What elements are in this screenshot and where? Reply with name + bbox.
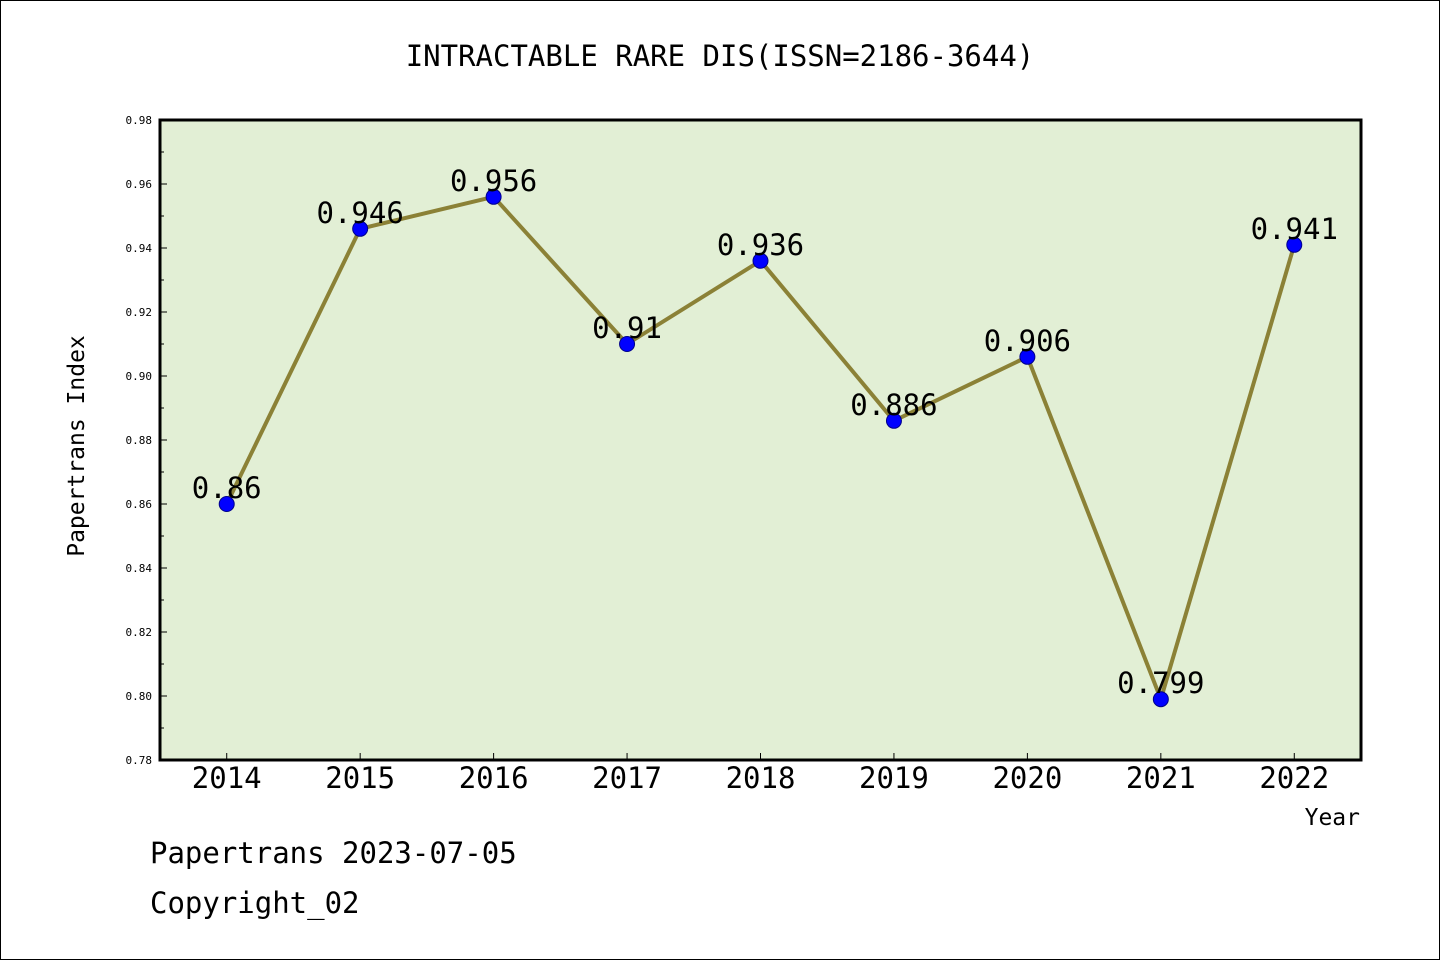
y-tick-label: 0.80 xyxy=(126,690,153,703)
data-point xyxy=(1019,348,1036,365)
y-tick-label: 0.96 xyxy=(126,178,153,191)
x-tick-label: 2017 xyxy=(592,761,662,795)
x-tick-label: 2022 xyxy=(1259,761,1329,795)
y-tick-label: 0.78 xyxy=(126,754,153,767)
data-point xyxy=(619,336,636,352)
series-group: 0.86 0.946 0.956 0.91 0.936 0.886 0.906 0.799 0.… xyxy=(192,164,1338,708)
data-label: 0.86 xyxy=(192,471,262,505)
y-tick-label: 0.92 xyxy=(126,306,153,319)
data-point xyxy=(752,252,769,269)
data-label: 0.936 xyxy=(717,228,804,262)
y-tick-label: 0.98 xyxy=(126,114,153,127)
y-tick-label: 0.82 xyxy=(126,626,153,639)
y-tick-label: 0.88 xyxy=(126,434,153,447)
x-tick-label: 2014 xyxy=(192,761,262,795)
plot-border xyxy=(158,118,1363,762)
y-tick-label: 0.86 xyxy=(126,498,153,511)
x-tick-label: 2016 xyxy=(459,761,529,795)
x-tick-label: 2021 xyxy=(1126,761,1196,795)
data-label: 0.886 xyxy=(850,388,937,422)
chart-title: INTRACTABLE RARE DIS(ISSN=2186-3644) xyxy=(406,39,1035,73)
data-label: 0.91 xyxy=(592,311,662,345)
x-axis-ticks: 2014 2015 2016 2017 2018 2019 2020 2021 2022 xyxy=(192,753,1329,795)
x-tick-label: 2020 xyxy=(992,761,1062,795)
x-tick-label: 2015 xyxy=(325,761,395,795)
x-axis-label: Year xyxy=(1305,805,1360,831)
x-tick-label: 2018 xyxy=(726,761,796,795)
data-point xyxy=(885,412,902,429)
x-tick-label: 2019 xyxy=(859,761,929,795)
data-point xyxy=(352,220,369,237)
y-tick-label: 0.84 xyxy=(126,562,153,575)
footer-copyright: Copyright_02 xyxy=(150,886,360,921)
data-label: 0.946 xyxy=(317,196,404,230)
data-point xyxy=(1286,236,1303,253)
y-tick-label: 0.90 xyxy=(126,370,153,383)
data-label: 0.906 xyxy=(984,324,1071,358)
data-label: 0.799 xyxy=(1117,666,1204,700)
y-tick-label: 0.94 xyxy=(126,242,153,255)
data-point xyxy=(218,496,235,512)
data-point xyxy=(485,188,502,205)
data-label: 0.941 xyxy=(1251,212,1338,246)
data-point xyxy=(1152,691,1169,708)
footer-date: Papertrans 2023-07-05 xyxy=(150,836,517,870)
y-axis-label: Papertrans Index xyxy=(64,335,90,557)
data-label: 0.956 xyxy=(450,164,537,198)
